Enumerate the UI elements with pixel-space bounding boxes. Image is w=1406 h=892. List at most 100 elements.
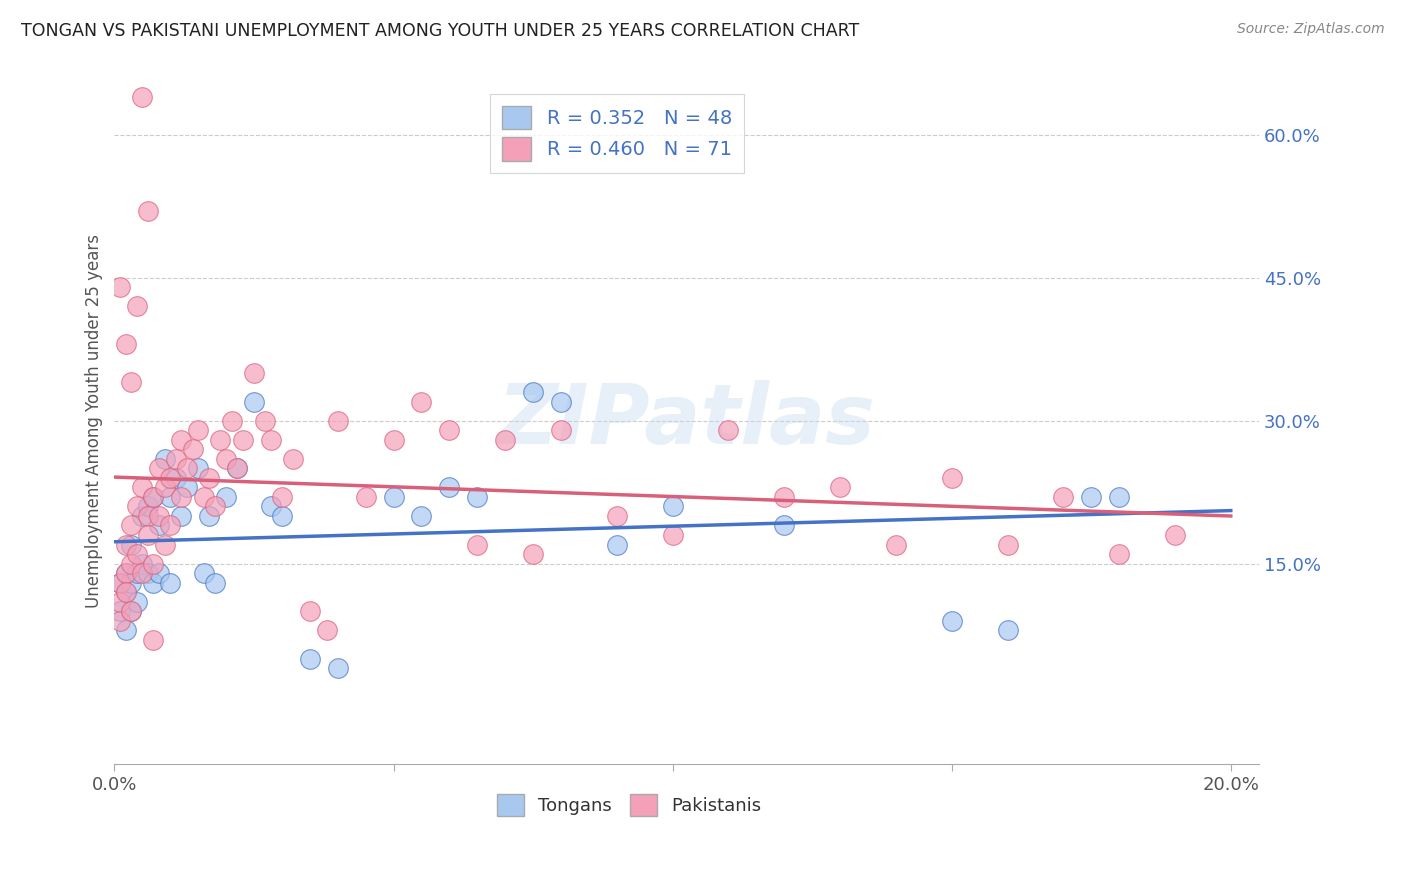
Point — [226, 461, 249, 475]
Point — [131, 566, 153, 581]
Point — [165, 471, 187, 485]
Point — [221, 414, 243, 428]
Point — [941, 614, 963, 628]
Text: ZIPatlas: ZIPatlas — [498, 380, 876, 461]
Point — [465, 537, 488, 551]
Point — [114, 566, 136, 581]
Point — [884, 537, 907, 551]
Point — [165, 451, 187, 466]
Point — [550, 394, 572, 409]
Point — [439, 480, 461, 494]
Point — [243, 366, 266, 380]
Point — [108, 604, 131, 618]
Point — [142, 632, 165, 647]
Point — [120, 557, 142, 571]
Point — [193, 490, 215, 504]
Point — [153, 480, 176, 494]
Point — [243, 394, 266, 409]
Point — [193, 566, 215, 581]
Point — [661, 500, 683, 514]
Point — [108, 575, 131, 590]
Point — [136, 528, 159, 542]
Point — [108, 614, 131, 628]
Point — [260, 433, 283, 447]
Point — [125, 299, 148, 313]
Point — [198, 471, 221, 485]
Point — [465, 490, 488, 504]
Point — [120, 575, 142, 590]
Point — [382, 433, 405, 447]
Point — [270, 490, 292, 504]
Point — [254, 414, 277, 428]
Point — [108, 280, 131, 294]
Point — [198, 508, 221, 523]
Point — [170, 433, 193, 447]
Point — [717, 423, 740, 437]
Point — [522, 384, 544, 399]
Point — [326, 414, 349, 428]
Point — [773, 518, 796, 533]
Point — [773, 490, 796, 504]
Point — [136, 508, 159, 523]
Point — [298, 652, 321, 666]
Point — [1080, 490, 1102, 504]
Point — [142, 490, 165, 504]
Point — [270, 508, 292, 523]
Point — [148, 566, 170, 581]
Point — [1164, 528, 1187, 542]
Point — [997, 537, 1019, 551]
Point — [136, 566, 159, 581]
Point — [522, 547, 544, 561]
Point — [159, 575, 181, 590]
Point — [114, 624, 136, 638]
Point — [114, 537, 136, 551]
Point — [550, 423, 572, 437]
Point — [828, 480, 851, 494]
Point — [204, 575, 226, 590]
Point — [108, 575, 131, 590]
Point — [260, 500, 283, 514]
Text: Source: ZipAtlas.com: Source: ZipAtlas.com — [1237, 22, 1385, 37]
Point — [281, 451, 304, 466]
Point — [997, 624, 1019, 638]
Point — [131, 89, 153, 103]
Point — [176, 480, 198, 494]
Point — [148, 461, 170, 475]
Point — [136, 500, 159, 514]
Legend: Tongans, Pakistanis: Tongans, Pakistanis — [489, 787, 769, 823]
Point — [120, 537, 142, 551]
Point — [411, 508, 433, 523]
Y-axis label: Unemployment Among Youth under 25 years: Unemployment Among Youth under 25 years — [86, 234, 103, 607]
Point — [170, 508, 193, 523]
Point — [142, 490, 165, 504]
Point — [1108, 547, 1130, 561]
Point — [131, 557, 153, 571]
Point — [159, 471, 181, 485]
Point — [941, 471, 963, 485]
Point — [176, 461, 198, 475]
Point — [114, 337, 136, 351]
Point — [187, 461, 209, 475]
Point — [131, 508, 153, 523]
Point — [181, 442, 204, 457]
Point — [125, 566, 148, 581]
Point — [120, 518, 142, 533]
Point — [298, 604, 321, 618]
Point — [120, 604, 142, 618]
Point — [114, 566, 136, 581]
Point — [125, 500, 148, 514]
Point — [661, 528, 683, 542]
Point — [439, 423, 461, 437]
Point — [1052, 490, 1074, 504]
Point — [215, 490, 238, 504]
Point — [120, 376, 142, 390]
Point — [153, 451, 176, 466]
Point — [114, 585, 136, 599]
Point — [226, 461, 249, 475]
Point — [209, 433, 232, 447]
Point — [494, 433, 516, 447]
Point — [159, 490, 181, 504]
Point — [1108, 490, 1130, 504]
Point — [108, 595, 131, 609]
Point — [148, 518, 170, 533]
